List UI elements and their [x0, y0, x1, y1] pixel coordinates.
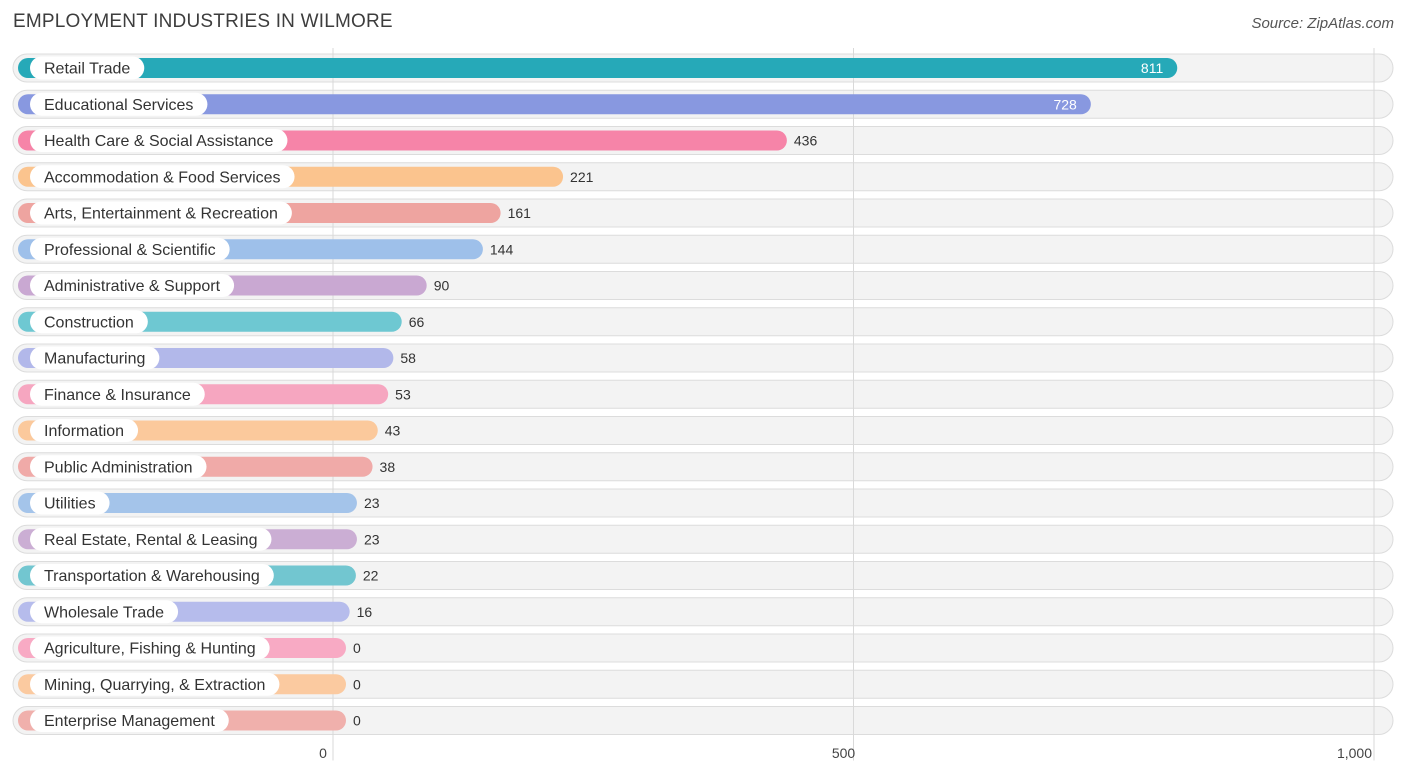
value-label: 221 — [570, 169, 594, 185]
bar-group-enterprise-management: Enterprise Management 0 — [18, 709, 361, 732]
value-label: 436 — [794, 133, 818, 149]
bar-group-manufacturing: Manufacturing 58 — [18, 346, 416, 370]
value-label: 23 — [364, 495, 380, 511]
row-background-wholesale-trade — [12, 597, 1394, 627]
category-label-pill — [30, 527, 272, 551]
value-label: 161 — [508, 205, 532, 221]
category-label-pill — [30, 56, 145, 80]
category-label-pill — [30, 382, 205, 406]
bar-retail-trade — [18, 58, 1178, 78]
row-background-utilities — [12, 488, 1394, 518]
category-label: Health Care & Social Assistance — [44, 133, 274, 150]
row-background-real-estate-rental-and-leasing — [12, 524, 1394, 554]
category-label-pill — [30, 672, 280, 696]
bar-educational-services — [18, 94, 1091, 115]
category-label: Enterprise Management — [44, 713, 215, 730]
category-label-pill — [30, 274, 235, 297]
category-label: Wholesale Trade — [44, 604, 164, 621]
category-label: Manufacturing — [44, 351, 145, 368]
category-label-pill — [30, 310, 148, 334]
category-label-pill — [30, 491, 110, 515]
row-background-enterprise-management — [12, 706, 1394, 735]
category-label: Agriculture, Fishing & Hunting — [44, 641, 256, 658]
value-label: 0 — [353, 676, 361, 692]
value-label: 22 — [363, 568, 379, 584]
value-label: 728 — [1053, 96, 1077, 112]
bar-group-construction: Construction 66 — [18, 310, 425, 334]
bar-group-information: Information 43 — [18, 419, 401, 442]
category-label-pill — [30, 201, 292, 225]
x-tick-label: 1,000 — [1337, 745, 1372, 761]
category-label-pill — [30, 636, 270, 660]
category-label: Construction — [44, 314, 134, 331]
category-label-pill — [30, 165, 295, 189]
bar-group-real-estate-rental-and-leasing: Real Estate, Rental & Leasing 23 — [18, 527, 380, 551]
bars: Retail Trade 811 Educational Services 728 He… — [18, 56, 1178, 732]
x-axis-ticks: 0 500 1,000 — [319, 745, 1372, 761]
category-label-pill — [30, 129, 288, 152]
x-tick-label: 500 — [832, 745, 856, 761]
category-label: Educational Services — [44, 97, 193, 114]
row-background-agriculture-fishing-and-hunting — [12, 633, 1394, 663]
chart-title: EMPLOYMENT INDUSTRIES IN WILMORE — [13, 11, 393, 32]
value-label: 53 — [395, 386, 411, 402]
category-label-pill — [30, 600, 179, 624]
value-label: 66 — [409, 314, 425, 330]
value-label: 0 — [353, 640, 361, 656]
value-label: 43 — [385, 423, 401, 439]
bar-group-arts-entertainment-and-recreation: Arts, Entertainment & Recreation 161 — [18, 201, 532, 225]
category-label: Finance & Insurance — [44, 387, 191, 404]
category-label: Arts, Entertainment & Recreation — [44, 206, 278, 223]
category-label: Information — [44, 423, 124, 440]
bar-group-finance-and-insurance: Finance & Insurance 53 — [18, 382, 411, 406]
category-label: Retail Trade — [44, 61, 130, 78]
category-label-pill — [30, 419, 139, 442]
category-label: Accommodation & Food Services — [44, 169, 281, 186]
category-label: Real Estate, Rental & Leasing — [44, 532, 257, 549]
bar-group-public-administration: Public Administration 38 — [18, 455, 396, 479]
value-label: 58 — [400, 350, 416, 366]
category-label-pill — [30, 564, 274, 587]
bar-group-health-care-and-social-assistance: Health Care & Social Assistance 436 — [18, 129, 817, 152]
category-label-pill — [30, 237, 230, 261]
value-label: 90 — [434, 278, 450, 294]
value-label: 23 — [364, 531, 380, 547]
bar-group-administrative-and-support: Administrative & Support 90 — [18, 274, 449, 297]
row-background-mining-quarrying-and-extraction — [12, 669, 1394, 699]
value-label: 0 — [353, 713, 361, 729]
source-credit: Source: ZipAtlas.com — [1251, 15, 1394, 32]
category-label: Public Administration — [44, 459, 193, 476]
bar-group-transportation-and-warehousing: Transportation & Warehousing 22 — [18, 564, 379, 587]
category-label: Mining, Quarrying, & Extraction — [44, 677, 265, 694]
value-label: 811 — [1141, 60, 1164, 76]
category-label-pill — [30, 346, 160, 370]
bar-group-professional-and-scientific: Professional & Scientific 144 — [18, 237, 514, 261]
category-label: Transportation & Warehousing — [44, 568, 260, 585]
category-label-pill — [30, 709, 229, 732]
row-background-transportation-and-warehousing — [12, 561, 1394, 590]
bar-group-educational-services: Educational Services 728 — [18, 92, 1091, 116]
value-label: 16 — [357, 604, 373, 620]
bar-group-utilities: Utilities 23 — [18, 491, 380, 515]
bar-group-mining-quarrying-and-extraction: Mining, Quarrying, & Extraction 0 — [18, 672, 361, 696]
bar-group-wholesale-trade: Wholesale Trade 16 — [18, 600, 373, 624]
category-label: Professional & Scientific — [44, 242, 216, 259]
value-label: 144 — [490, 241, 514, 257]
category-label-pill — [30, 92, 208, 116]
bar-group-retail-trade: Retail Trade 811 — [18, 56, 1178, 80]
bar-group-agriculture-fishing-and-hunting: Agriculture, Fishing & Hunting 0 — [18, 636, 361, 660]
x-tick-label: 0 — [319, 745, 327, 761]
bar-group-accommodation-and-food-services: Accommodation & Food Services 221 — [18, 165, 594, 189]
category-label: Administrative & Support — [44, 278, 221, 295]
category-label: Utilities — [44, 496, 96, 513]
value-label: 38 — [380, 459, 396, 475]
category-label-pill — [30, 455, 207, 479]
